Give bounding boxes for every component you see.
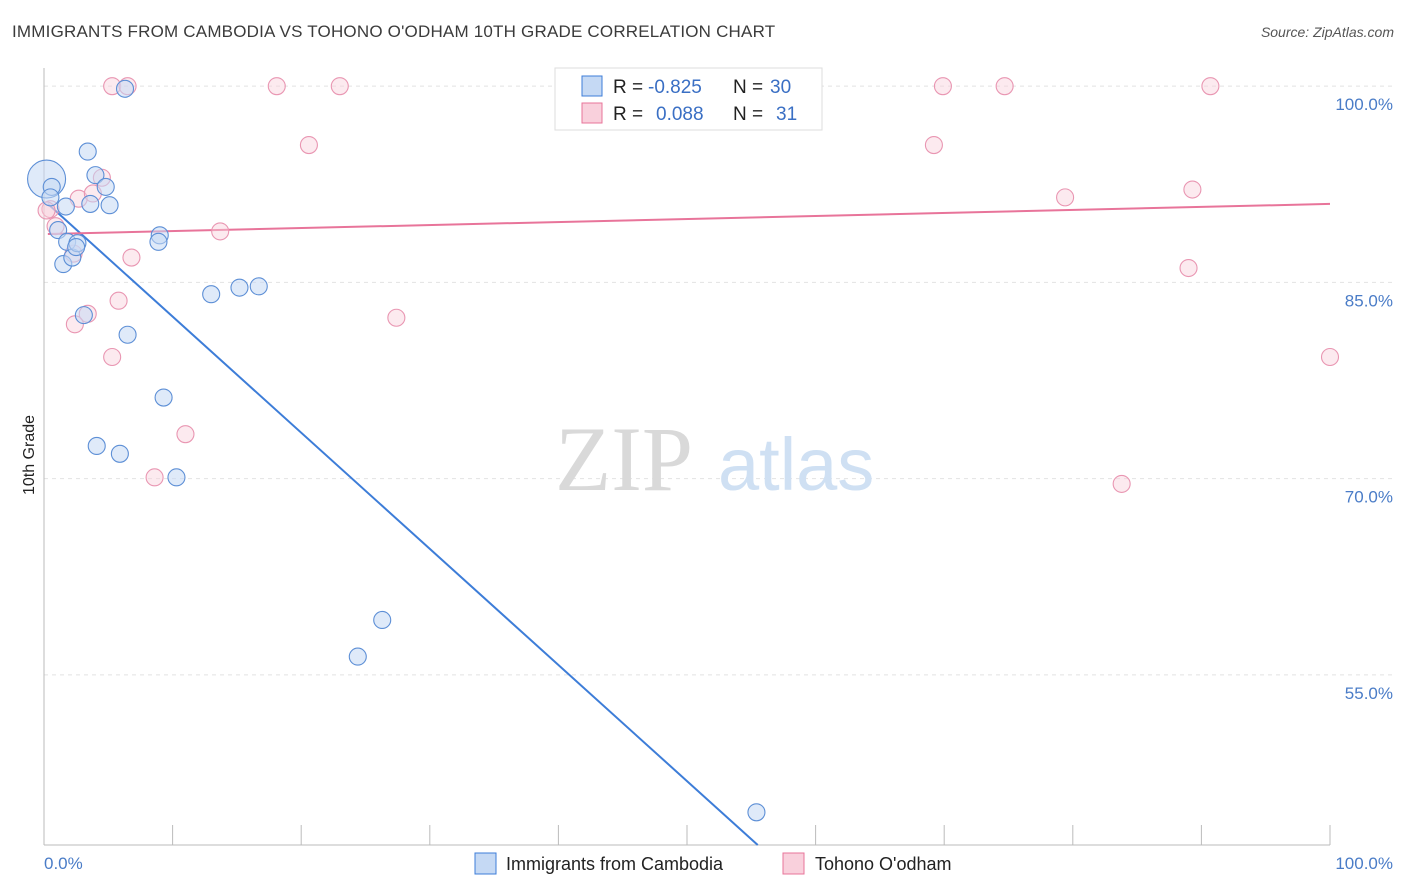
- point-tohono: [1183, 180, 1202, 199]
- point-cambodia: [149, 232, 168, 251]
- axes: [43, 68, 1331, 846]
- y-tick-label: 70.0%: [1345, 488, 1393, 507]
- series-legend: Immigrants from Cambodia Tohono O'odham: [474, 852, 952, 875]
- watermark-atlas: atlas: [718, 423, 874, 506]
- series-name-cambodia: Immigrants from Cambodia: [506, 854, 724, 874]
- point-tohono: [1201, 77, 1220, 96]
- legend-n-value-0: 30: [770, 77, 791, 98]
- point-cambodia: [67, 238, 86, 257]
- point-cambodia: [118, 325, 137, 344]
- point-cambodia: [110, 444, 129, 463]
- source-label: Source: ZipAtlas.com: [1260, 24, 1394, 40]
- trend-line-tohono: [47, 202, 1331, 236]
- point-tohono: [387, 308, 406, 327]
- point-tohono: [1320, 347, 1340, 367]
- series-swatch-cambodia: [474, 852, 497, 875]
- point-cambodia: [86, 166, 105, 185]
- x-tick-labels: 0.0% 100.0%: [44, 854, 1393, 873]
- legend-r-value-0: -0.825: [648, 77, 702, 98]
- point-tohono: [1056, 188, 1075, 207]
- point-cambodia: [81, 194, 100, 213]
- point-tohono: [924, 135, 943, 155]
- legend-n-value-1: 31: [776, 104, 797, 125]
- point-tohono: [109, 291, 128, 310]
- point-cambodia: [154, 388, 173, 407]
- legend-n-label-0: N =: [733, 77, 763, 98]
- point-cambodia: [230, 278, 249, 297]
- legend: R = -0.825 N = 30 R = 0.088 N = 31: [554, 67, 823, 131]
- data-points: [27, 77, 1340, 822]
- point-tohono: [267, 77, 286, 96]
- x-tick-label-min: 0.0%: [44, 854, 83, 873]
- series-name-tohono: Tohono O'odham: [815, 854, 952, 874]
- legend-n-label-1: N =: [733, 104, 763, 125]
- point-cambodia: [249, 277, 268, 296]
- point-tohono: [299, 135, 318, 155]
- point-tohono: [330, 77, 349, 96]
- legend-swatch-cambodia: [581, 75, 603, 97]
- point-tohono: [176, 425, 195, 444]
- chart-title: IMMIGRANTS FROM CAMBODIA VS TOHONO O'ODH…: [12, 22, 776, 41]
- point-cambodia: [74, 306, 93, 325]
- legend-r-label-0: R =: [613, 77, 643, 98]
- point-tohono: [122, 248, 141, 267]
- point-tohono: [145, 468, 164, 487]
- y-tick-label: 55.0%: [1345, 684, 1393, 703]
- point-cambodia: [87, 436, 106, 456]
- point-tohono: [1179, 258, 1198, 278]
- point-tohono: [103, 347, 122, 367]
- point-cambodia: [78, 142, 97, 161]
- point-cambodia: [167, 468, 186, 487]
- trend-line-cambodia: [47, 203, 759, 846]
- point-cambodia: [373, 610, 392, 630]
- y-axis-label: 10th Grade: [21, 415, 38, 495]
- y-tick-label: 100.0%: [1335, 95, 1393, 114]
- watermark-zip: ZIP: [555, 408, 693, 510]
- point-cambodia: [348, 647, 367, 666]
- legend-r-value-1: 0.088: [656, 104, 704, 125]
- legend-swatch-tohono: [581, 102, 603, 124]
- grid-lines: [44, 85, 1392, 676]
- watermark: ZIP atlas: [555, 408, 874, 510]
- point-cambodia: [96, 177, 115, 196]
- point-cambodia: [202, 285, 221, 304]
- series-swatch-tohono: [782, 852, 805, 875]
- point-tohono: [995, 77, 1014, 96]
- point-cambodia: [747, 803, 766, 822]
- point-tohono: [933, 77, 952, 96]
- point-tohono: [1112, 474, 1131, 493]
- trend-lines: [47, 202, 1331, 846]
- point-cambodia: [41, 188, 60, 207]
- y-tick-labels: 100.0% 85.0% 70.0% 55.0%: [1335, 95, 1393, 703]
- x-tick-label-max: 100.0%: [1335, 854, 1393, 873]
- point-tohono: [211, 222, 230, 241]
- y-tick-label: 85.0%: [1345, 291, 1393, 310]
- point-cambodia: [56, 197, 75, 216]
- point-cambodia: [100, 196, 119, 215]
- legend-r-label-1: R =: [613, 104, 643, 125]
- point-cambodia: [115, 79, 135, 98]
